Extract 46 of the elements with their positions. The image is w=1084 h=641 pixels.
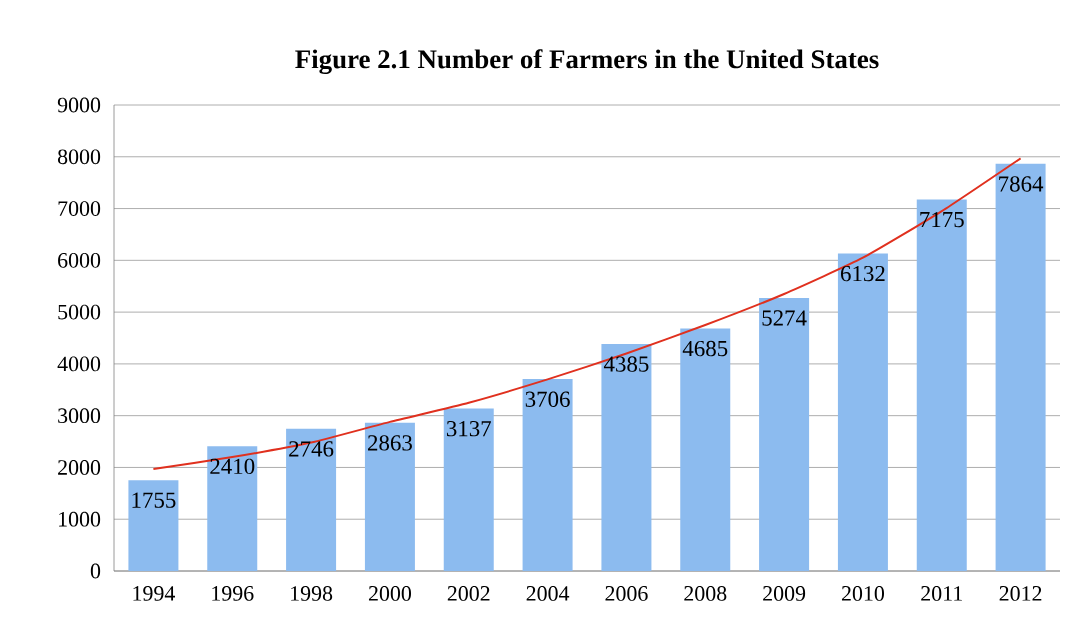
bar (364, 422, 415, 571)
chart-title: Figure 2.1 Number of Farmers in the United States (295, 49, 879, 74)
bar (443, 408, 494, 571)
y-tick-label: 3000 (58, 408, 101, 424)
x-tick-label: 2004 (526, 586, 570, 601)
y-tick-label: 7000 (58, 201, 101, 216)
bar (759, 297, 810, 571)
data-label: 6132 (840, 265, 885, 282)
y-tick-label: 2000 (58, 460, 101, 475)
data-label: 3137 (446, 420, 491, 437)
bar (207, 446, 258, 571)
bar (286, 428, 337, 571)
bar (680, 328, 731, 571)
data-label: 2410 (210, 458, 255, 475)
y-tick-label: 8000 (57, 149, 101, 165)
x-tick-label: 1994 (133, 586, 175, 601)
y-tick-label: 6000 (58, 252, 101, 268)
x-tick-label: 2006 (605, 586, 648, 601)
bar (522, 379, 573, 571)
data-label: 5274 (762, 310, 807, 326)
data-label: 2863 (368, 435, 412, 451)
x-tick-label: 2010 (841, 586, 885, 601)
bar (837, 253, 888, 571)
data-label: 7864 (999, 176, 1044, 192)
y-tick-label: 1000 (59, 511, 101, 527)
x-tick-label: 2011 (921, 586, 962, 601)
data-label: 1755 (132, 492, 176, 508)
data-label: 2746 (289, 441, 334, 457)
x-tick-label: 2000 (368, 586, 411, 601)
y-tick-label: 5000 (58, 304, 101, 320)
data-label: 4385 (603, 356, 649, 372)
x-tick-label: 2012 (999, 586, 1042, 601)
bar (995, 163, 1046, 571)
bar (916, 199, 967, 571)
y-tick-label: 4000 (57, 356, 101, 372)
x-tick-label: 2009 (763, 586, 806, 601)
data-label: 3706 (525, 391, 570, 407)
data-label: 4685 (682, 340, 728, 357)
x-tick-label: 1996 (212, 586, 254, 601)
x-tick-label: 2002 (447, 586, 490, 601)
x-tick-label: 1998 (291, 586, 333, 601)
bar (128, 480, 179, 571)
y-tick-label: 0 (90, 563, 101, 579)
bar (601, 343, 652, 571)
y-tick-label: 9000 (57, 97, 101, 113)
x-tick-label: 2008 (684, 586, 727, 601)
